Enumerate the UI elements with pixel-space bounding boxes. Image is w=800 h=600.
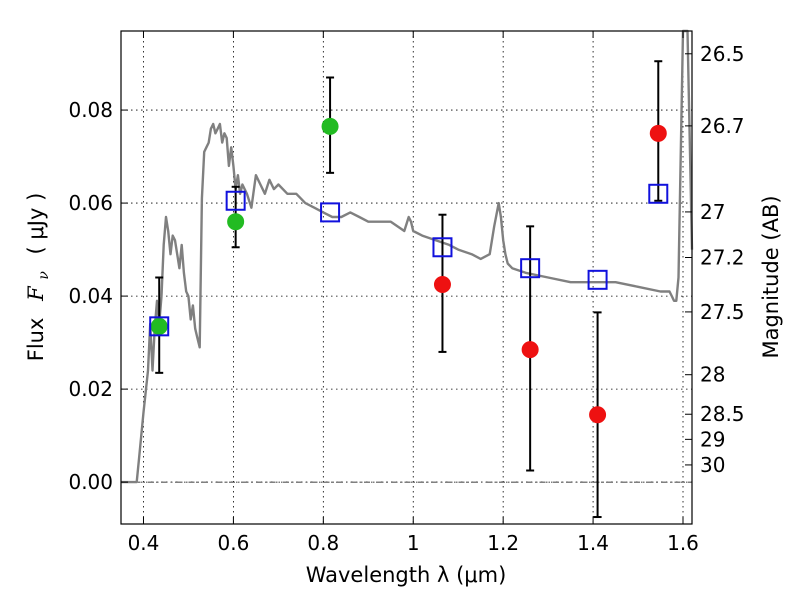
right-tick-label: 28.5 bbox=[700, 402, 745, 426]
spectrum-series bbox=[121, 29, 694, 484]
right-tick-label: 26.7 bbox=[700, 114, 745, 138]
photometry-point-red bbox=[433, 275, 451, 293]
photometry-points bbox=[150, 117, 667, 424]
x-axis-label: Wavelength λ (μm) bbox=[306, 563, 507, 587]
model-photometry-boxes bbox=[149, 183, 669, 337]
model-box bbox=[225, 190, 246, 211]
model-box bbox=[149, 316, 170, 337]
right-tick-label: 27.5 bbox=[700, 300, 745, 324]
photometry-point-red bbox=[589, 406, 607, 424]
x-tick-label: 0.6 bbox=[217, 531, 249, 555]
y-axis-label-unit: ( μJy ) bbox=[24, 193, 48, 255]
y-axis-label-symbol: F bbox=[24, 285, 48, 302]
y-tick-label: 0.00 bbox=[68, 470, 113, 494]
y-axis-label-subscript: ν bbox=[36, 271, 52, 280]
y-tick-label: 0.06 bbox=[68, 191, 113, 215]
y-axis-label: Flux F ν ( μJy ) bbox=[24, 193, 53, 362]
y-tick-label: 0.04 bbox=[68, 284, 113, 308]
photometry-point-green bbox=[150, 317, 168, 335]
y-tick-label: 0.08 bbox=[68, 98, 113, 122]
x-tick-label: 1 bbox=[407, 531, 420, 555]
model-box bbox=[587, 269, 608, 290]
photometry-point-red bbox=[521, 341, 539, 359]
model-box bbox=[320, 202, 341, 223]
error-bars bbox=[155, 60, 663, 519]
x-tick-label: 1.6 bbox=[667, 531, 699, 555]
x-tick-label: 1.4 bbox=[577, 531, 609, 555]
x-tick-label: 0.4 bbox=[128, 531, 160, 555]
plot-frame bbox=[120, 30, 693, 525]
right-tick-label: 30 bbox=[700, 453, 725, 477]
photometry-point-red bbox=[649, 124, 667, 142]
y-axis-ticks: 0.00 0.02 0.04 0.06 0.08 bbox=[68, 98, 128, 494]
model-box bbox=[432, 237, 453, 258]
right-tick-label: 27 bbox=[700, 200, 725, 224]
photometry-point-green bbox=[227, 213, 245, 231]
spectrum-line bbox=[121, 29, 694, 484]
right-tick-label: 27.2 bbox=[700, 246, 745, 270]
photometry-point-green bbox=[321, 117, 339, 135]
x-tick-label: 0.8 bbox=[307, 531, 339, 555]
x-tick-label: 1.2 bbox=[487, 531, 519, 555]
right-tick-label: 26.5 bbox=[700, 42, 745, 66]
model-box bbox=[648, 183, 669, 204]
right-axis-label: Magnitude (AB) bbox=[759, 195, 783, 358]
y-tick-label: 0.02 bbox=[68, 377, 113, 401]
x-axis-ticks: 0.4 0.6 0.8 1 1.2 1.4 1.6 bbox=[128, 31, 699, 555]
model-box bbox=[520, 258, 541, 279]
y-axis-label-prefix: Flux bbox=[24, 318, 48, 362]
right-tick-label: 28 bbox=[700, 363, 725, 387]
right-tick-label: 29 bbox=[700, 427, 725, 451]
